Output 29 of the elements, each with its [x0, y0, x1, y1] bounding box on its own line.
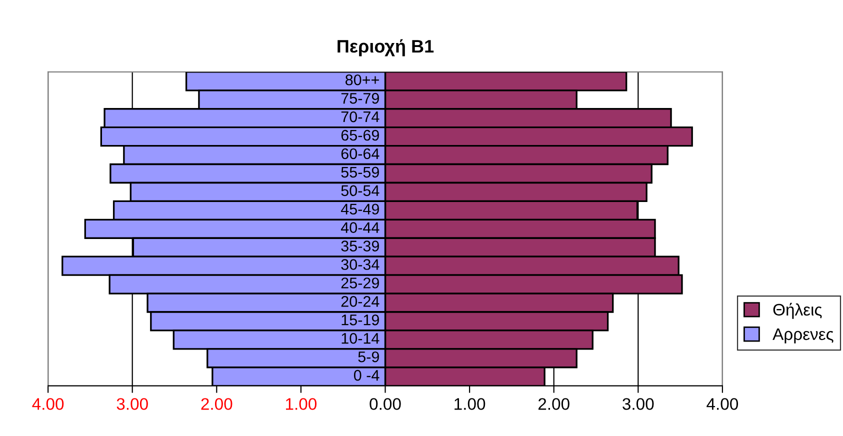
x-tick-label: 4.00: [32, 398, 64, 410]
y-tick-label: 40-44: [340, 222, 380, 233]
y-tick-label: 30-34: [341, 259, 380, 270]
y-tick-label: 25-29: [341, 278, 379, 288]
y-tick-label: 55-59: [341, 166, 379, 178]
y-tick-label: 75-79: [341, 92, 379, 104]
y-tick-label: 70-74: [341, 111, 380, 122]
x-tick-label: 4.00: [706, 398, 738, 410]
x-tick-label: 3.00: [622, 398, 654, 410]
y-tick-label: 0 -4: [354, 370, 380, 381]
x-tick-label: 2.00: [538, 398, 570, 410]
legend-label: Αρρενες: [772, 328, 834, 344]
y-tick-label: 60-64: [341, 148, 380, 160]
x-tick-label: 2.00: [201, 398, 232, 410]
chart-title: Περιοχή Β1: [338, 39, 434, 56]
y-tick-label: 35-39: [341, 240, 379, 252]
y-tick-label: 50-54: [341, 185, 380, 196]
y-tick-label: 45-49: [340, 204, 379, 215]
legend-label: Θήλεις: [773, 302, 822, 319]
y-tick-label: 65-69: [341, 130, 379, 141]
y-tick-label: 5-9: [358, 351, 379, 362]
y-tick-label: 20-24: [341, 296, 380, 307]
x-tick-label: 1.00: [454, 398, 486, 410]
x-tick-label: 1.00: [286, 398, 317, 410]
x-tick-label: 3.00: [116, 398, 148, 410]
y-tick-label: 80++: [346, 74, 379, 86]
x-tick-label: 0.00: [370, 398, 401, 410]
y-tick-label: 10-14: [342, 332, 380, 344]
y-tick-label: 15-19: [342, 314, 379, 326]
